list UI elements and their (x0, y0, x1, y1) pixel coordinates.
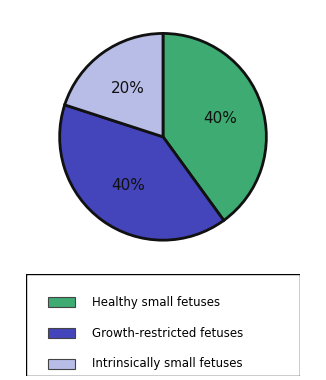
Wedge shape (60, 105, 224, 240)
Wedge shape (65, 33, 163, 137)
FancyBboxPatch shape (26, 274, 300, 376)
FancyBboxPatch shape (48, 328, 75, 338)
Text: Intrinsically small fetuses: Intrinsically small fetuses (92, 357, 243, 370)
FancyBboxPatch shape (48, 297, 75, 307)
Text: Growth-restricted fetuses: Growth-restricted fetuses (92, 326, 243, 340)
FancyBboxPatch shape (48, 359, 75, 369)
Wedge shape (163, 33, 266, 220)
Text: Healthy small fetuses: Healthy small fetuses (92, 296, 220, 309)
Text: 20%: 20% (111, 81, 145, 96)
Text: 40%: 40% (111, 178, 145, 193)
Text: 40%: 40% (203, 111, 237, 126)
